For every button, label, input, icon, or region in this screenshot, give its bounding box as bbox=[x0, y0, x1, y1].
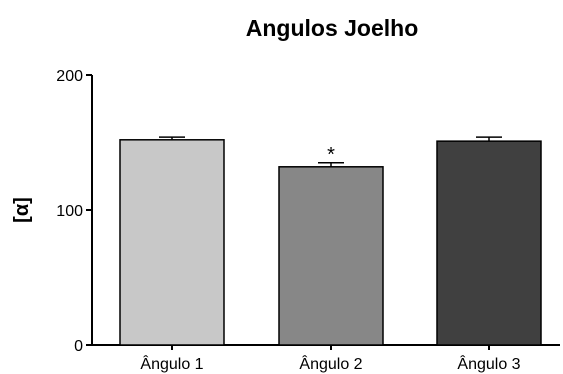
y-tick-label: 0 bbox=[74, 338, 83, 355]
bar bbox=[278, 166, 384, 346]
plot-area: 0 100 200 Ângulo 1 Ângulo 2 Ângulo 3 * bbox=[56, 68, 560, 373]
y-tick-label: 200 bbox=[56, 68, 83, 85]
chart-title: Angulos Joelho bbox=[246, 15, 419, 41]
y-tick-label: 100 bbox=[56, 203, 83, 220]
bar bbox=[119, 139, 225, 346]
x-tick-label: Ângulo 1 bbox=[140, 354, 203, 373]
bar bbox=[436, 140, 542, 346]
x-tick-label: Ângulo 3 bbox=[457, 354, 520, 373]
y-axis-label: [α] bbox=[11, 197, 33, 223]
x-tick-label: Ângulo 2 bbox=[299, 354, 362, 373]
significance-marker: * bbox=[327, 144, 335, 166]
